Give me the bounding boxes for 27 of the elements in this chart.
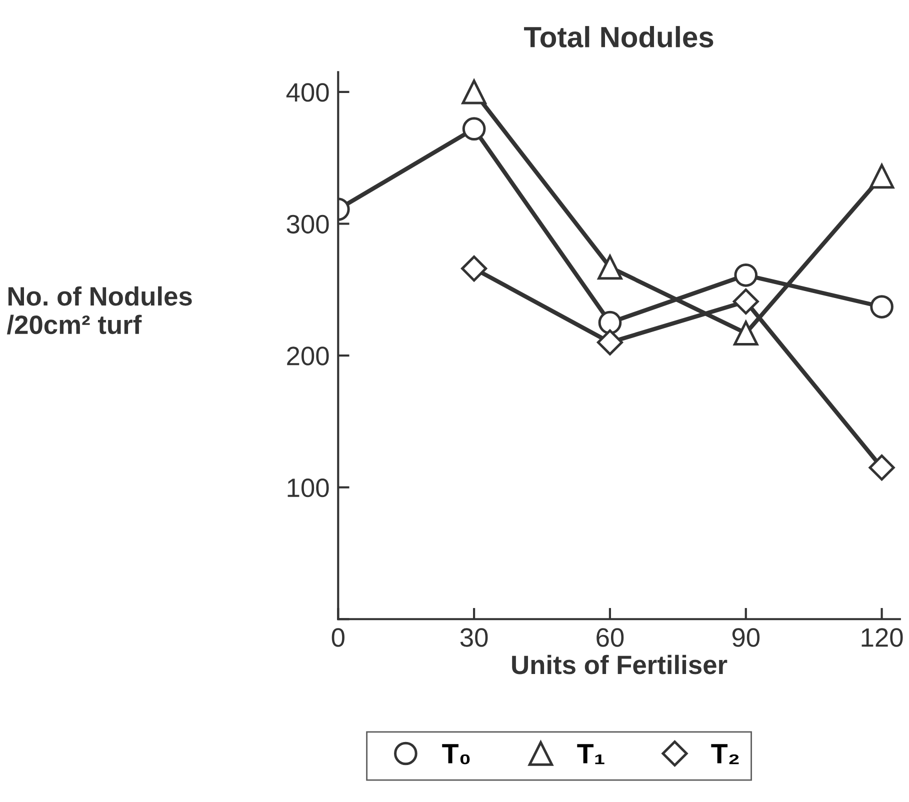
point [732,288,759,315]
legend-label: T₁ [577,744,604,764]
x-tick-label: 60 [596,628,624,647]
x-tick-label: 120 [862,628,903,647]
y-tick-label: 400 [286,83,329,102]
point [598,254,622,280]
point [462,117,486,141]
legend-label: T₀ [442,744,470,764]
point [870,295,894,318]
x-axis-title: Units of Fertiliser [512,654,728,674]
chart-title: Total Nodules [524,26,714,48]
point [868,454,895,481]
y-axis-title: No. of Nodules /20cm² turf [6,286,192,334]
point [461,256,488,282]
point [734,263,758,287]
point [596,329,624,356]
y-tick-label: 300 [286,214,329,234]
x-tick-label: 30 [460,628,488,647]
point [734,320,758,346]
x-tick-label: 0 [332,628,344,647]
y-tick-label: 200 [287,346,329,366]
y-tick-label: 100 [288,478,329,498]
x-tick-label: 90 [732,628,760,647]
legend-label: T₂ [711,744,739,764]
point [869,164,894,189]
point [462,80,486,104]
point [598,310,622,334]
